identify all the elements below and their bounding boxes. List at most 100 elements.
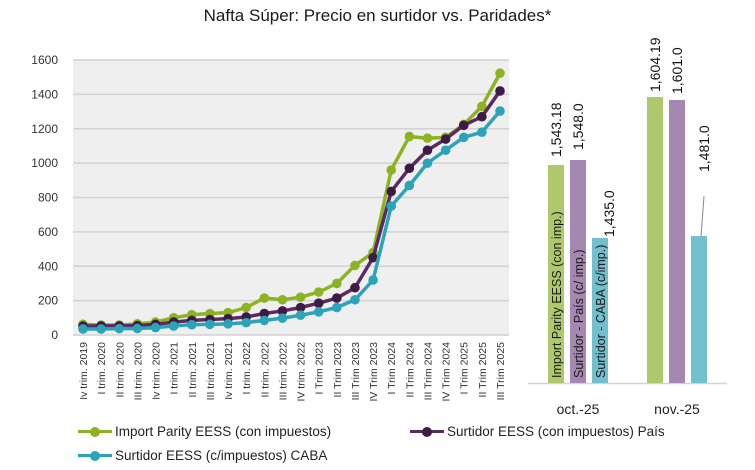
data-point (495, 68, 505, 79)
series-surtidor-eess-c-impuestos-caba (78, 106, 505, 334)
data-point (96, 324, 106, 334)
data-point (350, 260, 360, 271)
y-tick-label: 200 (38, 294, 58, 308)
x-tick-label: IV trim. 2022 (296, 342, 308, 402)
x-tick-label: I Trim 2025 (459, 342, 471, 395)
bar-category-label: oct.-25 (557, 401, 600, 417)
x-tick-label: II Trim 2025 (477, 342, 489, 398)
y-tick-label: 800 (38, 191, 58, 205)
bar (570, 160, 586, 383)
data-point (205, 319, 215, 330)
bar-series-label: Surtidor - País (c/ imp.) (572, 250, 586, 379)
bar (592, 238, 608, 383)
x-tick-label: I Trim 2023 (314, 342, 326, 395)
data-point (132, 323, 143, 334)
bar-series: Import Parity EESS (con imp.) 1,543.18 Sur… (528, 37, 727, 417)
gridlines (73, 59, 509, 336)
data-point (313, 306, 324, 317)
x-tick-label: II trim. 2022 (259, 342, 271, 398)
data-point (259, 293, 270, 303)
data-point (404, 163, 415, 174)
bar (548, 165, 564, 383)
data-point (350, 282, 360, 293)
x-tick-label: III Trim 2024 (422, 342, 434, 401)
bar-value-label: 1,481.0 (696, 125, 712, 172)
data-point (477, 101, 487, 112)
data-point (332, 302, 342, 313)
x-tick-label: II Trim 2023 (332, 342, 344, 398)
x-tick-label: I trim. 2021 (169, 342, 181, 395)
bar-category-label: nov.-25 (654, 401, 700, 417)
data-point (458, 132, 469, 143)
legend-item-import-parity: Import Parity EESS (con impuestos) (78, 424, 331, 439)
x-tick-label: I Trim 2024 (386, 342, 398, 395)
data-point (114, 323, 125, 334)
y-tick-label: 1600 (31, 53, 58, 67)
data-point (386, 201, 397, 211)
x-tick-label: III trim. 2020 (132, 342, 144, 401)
data-point (458, 120, 469, 131)
bar (669, 100, 685, 383)
data-point (422, 133, 433, 144)
legend-swatch-surtidor-caba (78, 450, 112, 462)
data-point (313, 287, 324, 297)
x-tick-label: III trim. 2022 (277, 342, 289, 401)
data-point (404, 131, 415, 142)
bar-group-oct-25: Import Parity EESS (con imp.) 1,543.18 Sur… (548, 102, 617, 417)
legend-item-surtidor-caba: Surtidor EESS (c/impuestos) CABA (78, 448, 327, 463)
bar-series-label: Surtidor - CABA (c/imp.) (594, 245, 608, 378)
x-tick-label: Iv trim. 2019 (78, 342, 90, 400)
data-point (241, 317, 251, 328)
y-axis-ticks: 0 200 400 600 800 1000 1200 1400 1600 (31, 53, 58, 342)
y-tick-label: 1200 (31, 122, 58, 136)
y-tick-label: 0 (51, 328, 58, 342)
data-point (295, 302, 306, 313)
data-point (422, 158, 433, 168)
x-tick-label: I trim. 2020 (96, 342, 108, 395)
y-tick-label: 1400 (31, 87, 58, 101)
legend-swatch-import-parity (78, 426, 112, 438)
data-point (241, 302, 251, 313)
data-point (259, 308, 270, 319)
x-tick-label: IV Trim 2024 (441, 342, 453, 402)
data-point (495, 86, 505, 96)
data-point (495, 106, 505, 116)
data-point (386, 165, 397, 175)
data-point (277, 306, 288, 316)
x-tick-label: III Trim 2025 (495, 342, 507, 401)
bar-value-label: 1,548.0 (570, 103, 586, 150)
y-tick-label: 600 (38, 225, 58, 239)
data-point (368, 252, 378, 263)
data-point (350, 294, 360, 305)
chart-title: Nafta Súper: Precio en surtidor vs. Pari… (203, 6, 552, 25)
x-tick-label: I trim. 2022 (241, 342, 253, 395)
bar-value-label: 1,604.19 (647, 37, 663, 92)
data-point (78, 324, 88, 334)
x-tick-label: Iv trim. 2020 (151, 342, 163, 400)
bar-value-label: 1,435.0 (601, 190, 617, 237)
legend-swatch-surtidor-pais (410, 426, 444, 438)
data-point (422, 145, 433, 156)
y-tick-label: 400 (38, 259, 58, 273)
data-point (386, 186, 397, 197)
bar-value-label: 1,601.0 (669, 47, 685, 94)
data-point (368, 275, 378, 285)
x-tick-label: IV Trim 2023 (368, 342, 380, 402)
data-point (259, 315, 270, 326)
legend-label-surtidor-caba: Surtidor EESS (c/impuestos) CABA (115, 448, 328, 463)
leader-line (700, 195, 705, 237)
legend-item-surtidor-pais: Surtidor EESS (con impuestos) País (410, 424, 665, 439)
data-point (295, 310, 306, 321)
data-point (332, 293, 342, 303)
x-tick-label: II trim. 2021 (187, 342, 199, 398)
bar (647, 97, 663, 383)
data-point (277, 294, 288, 305)
legend-label-import-parity: Import Parity EESS (con impuestos) (115, 424, 332, 439)
data-point (332, 278, 342, 289)
x-tick-label: II trim. 2020 (114, 342, 126, 398)
data-point (440, 145, 451, 156)
data-point (477, 127, 487, 137)
data-point (313, 298, 324, 309)
line-series (78, 68, 505, 334)
data-point (277, 313, 288, 323)
